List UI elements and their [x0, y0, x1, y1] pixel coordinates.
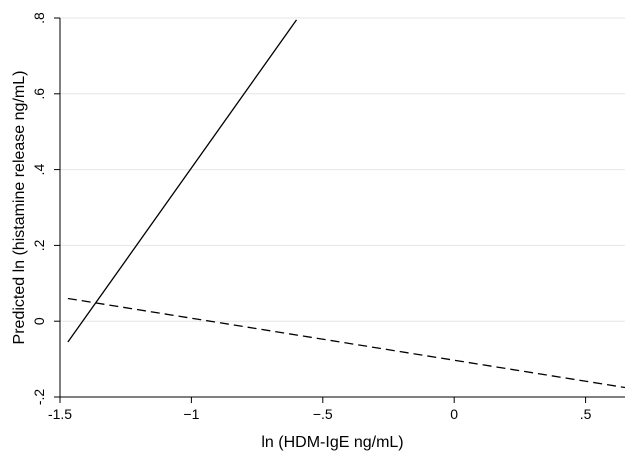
y-axis-title: Predicted ln (histamine release ng/mL): [11, 71, 28, 345]
x-tick-label-4: .5: [580, 406, 592, 422]
x-axis-title: ln (HDM-IgE ng/mL): [261, 434, 403, 451]
y-tick-label-2: .2: [31, 239, 47, 251]
y-tick-label-3: .4: [31, 164, 47, 176]
y-tick-label-0: -.2: [31, 389, 47, 406]
y-tick-label-5: .8: [31, 12, 47, 24]
y-tick-label-4: .6: [31, 88, 47, 100]
x-tick-label-2: −.5: [313, 406, 333, 422]
x-tick-label-3: 0: [450, 406, 458, 422]
y-tick-label-1: 0: [31, 317, 47, 325]
x-tick-label-0: -1.5: [48, 406, 72, 422]
x-tick-label-1: −1: [183, 406, 199, 422]
